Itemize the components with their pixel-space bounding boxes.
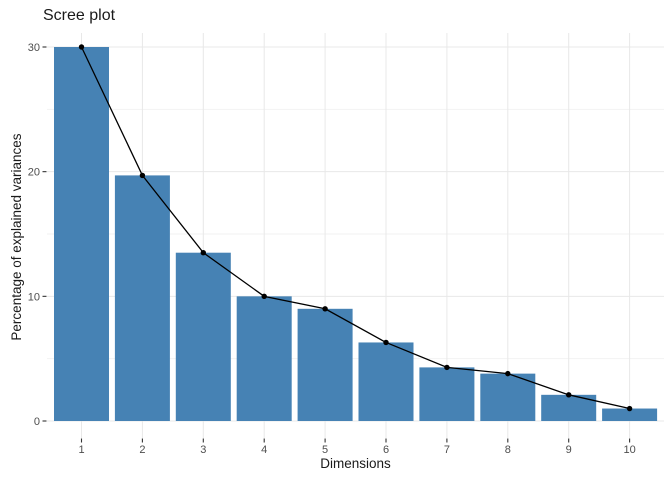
variance-point-6 bbox=[383, 339, 389, 346]
bar-dim-1 bbox=[54, 47, 109, 421]
bar-dim-10 bbox=[602, 408, 658, 421]
variance-point-3 bbox=[200, 250, 206, 256]
bar-dim-4 bbox=[236, 296, 292, 421]
variance-point-8 bbox=[505, 370, 511, 377]
y-tick-label: 0 bbox=[34, 416, 40, 428]
variance-line bbox=[80, 46, 630, 410]
variance-point-4 bbox=[261, 293, 267, 300]
chart-title: Scree plot bbox=[43, 7, 116, 24]
x-tick-label: 4 bbox=[261, 444, 267, 456]
variance-point-5 bbox=[322, 306, 328, 312]
x-tick-label: 1 bbox=[78, 444, 84, 456]
variance-point-2 bbox=[139, 172, 146, 179]
bar-dim-6 bbox=[358, 342, 414, 421]
variance-point-1 bbox=[78, 44, 85, 50]
x-tick-label: 7 bbox=[444, 444, 450, 456]
y-tick-label: 30 bbox=[28, 42, 40, 54]
x-tick-label: 9 bbox=[566, 444, 572, 456]
x-tick-label: 5 bbox=[322, 444, 328, 456]
variance-point-10 bbox=[626, 405, 633, 412]
x-tick-label: 3 bbox=[200, 444, 206, 456]
x-tick-label: 2 bbox=[139, 444, 145, 456]
variance-point-7 bbox=[444, 364, 450, 371]
bar-dim-8 bbox=[480, 373, 536, 421]
x-tick-label: 8 bbox=[505, 444, 511, 456]
y-tick-label: 20 bbox=[28, 167, 40, 179]
variance-point-9 bbox=[566, 392, 572, 398]
bar-dim-7 bbox=[419, 367, 475, 421]
bar-dim-5 bbox=[297, 308, 353, 421]
y-tick-label: 10 bbox=[28, 291, 40, 303]
x-tick-label: 6 bbox=[383, 444, 389, 456]
bar-dim-2 bbox=[114, 175, 170, 421]
x-axis-title: Dimensions bbox=[320, 456, 391, 471]
bar-dim-3 bbox=[175, 252, 231, 421]
x-tick-label: 10 bbox=[623, 444, 635, 456]
